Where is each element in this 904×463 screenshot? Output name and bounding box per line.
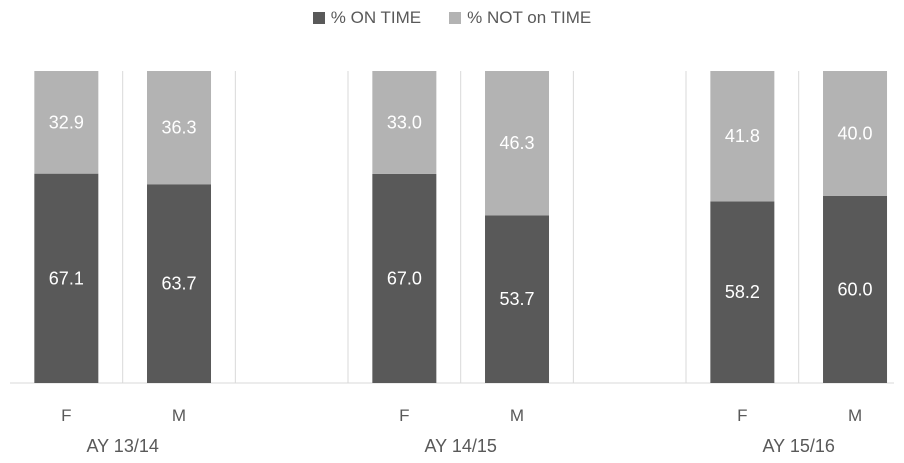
group-label: AY 13/14 (86, 436, 158, 456)
bar-on-time (372, 173, 437, 383)
bar-on-time (710, 201, 775, 383)
data-label-on-time: 53.7 (499, 289, 534, 309)
data-label-on-time: 67.0 (387, 268, 422, 288)
x-tick-label: F (61, 406, 71, 425)
data-label-not-on-time: 40.0 (838, 123, 873, 143)
bar-not-on-time (710, 71, 775, 202)
bar-not-on-time (823, 71, 888, 196)
group-label: AY 14/15 (424, 436, 496, 456)
bar-not-on-time (372, 71, 437, 174)
legend-label-not-on-time: % NOT on TIME (467, 8, 592, 27)
legend-swatch-not-on-time (449, 12, 462, 24)
legend-item-not-on-time: % NOT on TIME (449, 8, 591, 28)
data-label-not-on-time: 32.9 (49, 112, 84, 132)
bar-on-time (485, 215, 550, 383)
data-label-on-time: 63.7 (161, 274, 196, 294)
x-tick-label: M (848, 406, 862, 425)
x-tick-label: F (737, 406, 747, 425)
data-label-not-on-time: 33.0 (387, 112, 422, 132)
x-tick-label: M (510, 406, 524, 425)
x-tick-label: F (399, 406, 409, 425)
data-label-on-time: 58.2 (725, 282, 760, 302)
bar-not-on-time (485, 71, 550, 216)
x-tick-label: M (172, 406, 186, 425)
data-label-on-time: 60.0 (838, 279, 873, 299)
legend-item-on-time: % ON TIME (312, 8, 422, 28)
data-label-on-time: 67.1 (49, 268, 84, 288)
data-label-not-on-time: 46.3 (499, 133, 534, 153)
data-label-not-on-time: 41.8 (725, 126, 760, 146)
group-label: AY 15/16 (762, 436, 834, 456)
bar-on-time (147, 184, 212, 383)
legend: % ON TIME % NOT on TIME (0, 8, 904, 28)
bar-not-on-time (147, 71, 212, 185)
bar-on-time (34, 173, 99, 383)
legend-swatch-on-time (312, 12, 325, 24)
legend-label-on-time: % ON TIME (330, 8, 422, 27)
bar-on-time (823, 195, 888, 383)
data-label-not-on-time: 36.3 (161, 118, 196, 138)
bar-not-on-time (34, 71, 99, 174)
